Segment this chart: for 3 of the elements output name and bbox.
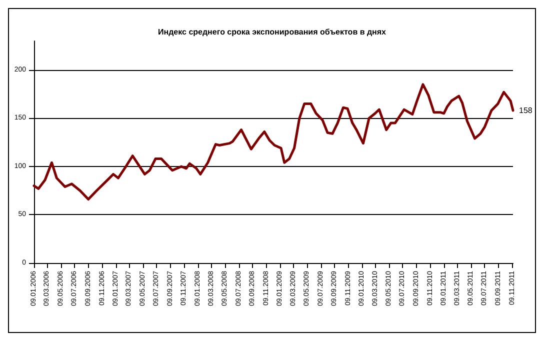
chart-title: Индекс среднего срока экспонирования объектов в днях (158, 28, 387, 36)
annotation: 158 (519, 106, 533, 115)
line-series (32, 83, 514, 201)
